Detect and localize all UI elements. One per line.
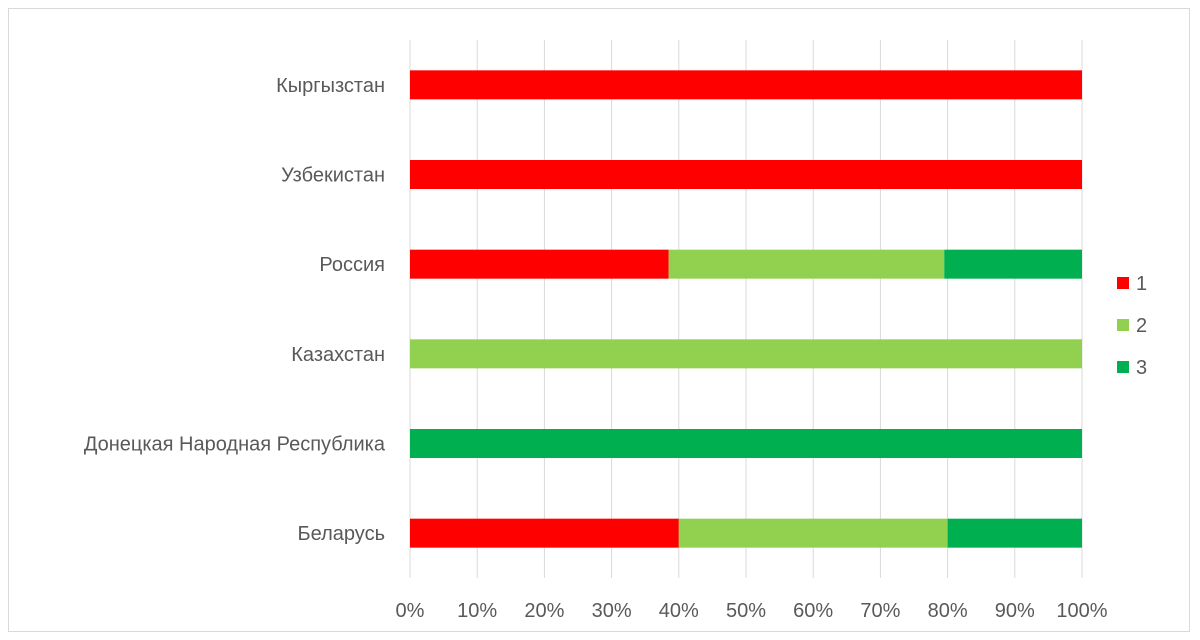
grid-lines	[409, 40, 1083, 578]
bar-segment	[668, 249, 945, 279]
legend-swatch	[1117, 319, 1129, 331]
x-tick-label: 10%	[457, 600, 497, 622]
x-tick-labels: 0% 10% 20% 30% 40% 50% 60% 70% 80% 90% 100%	[396, 600, 1108, 622]
bar-segment	[947, 518, 1082, 548]
bar-segment	[410, 70, 1082, 100]
x-tick-label: 60%	[793, 600, 833, 622]
x-tick-label: 0%	[396, 600, 425, 622]
category-label: Узбекистан	[281, 165, 385, 187]
category-label: Беларусь	[298, 523, 385, 545]
x-tick-label: 100%	[1056, 600, 1107, 622]
bar-segment	[410, 160, 1082, 189]
x-tick-label: 40%	[659, 600, 699, 622]
bar-segment	[944, 249, 1082, 279]
x-tick-label: 90%	[995, 600, 1035, 622]
x-tick-label: 50%	[726, 600, 766, 622]
bar-segment	[678, 518, 948, 548]
legend-label: 1	[1136, 273, 1147, 295]
category-labels: Кыргызстан Узбекистан Россия Казахстан Донец…	[84, 75, 386, 545]
legend-swatch	[1117, 361, 1129, 373]
bar-segment	[410, 249, 669, 279]
legend-swatch	[1117, 277, 1129, 289]
x-tick-label: 20%	[524, 600, 564, 622]
legend-label: 3	[1136, 357, 1147, 379]
bar-segment	[410, 518, 679, 548]
x-tick-label: 80%	[928, 600, 968, 622]
bars	[410, 70, 1082, 548]
x-tick-label: 30%	[592, 600, 632, 622]
bar-segment	[410, 339, 1082, 369]
category-label: Кыргызстан	[276, 75, 385, 97]
bar-segment	[410, 429, 1082, 458]
category-label: Казахстан	[291, 344, 385, 366]
legend: 1 2 3	[1117, 273, 1147, 379]
x-tick-label: 70%	[860, 600, 900, 622]
category-label: Россия	[319, 254, 385, 276]
category-label: Донецкая Народная Республика	[84, 434, 386, 456]
legend-label: 2	[1136, 315, 1147, 337]
